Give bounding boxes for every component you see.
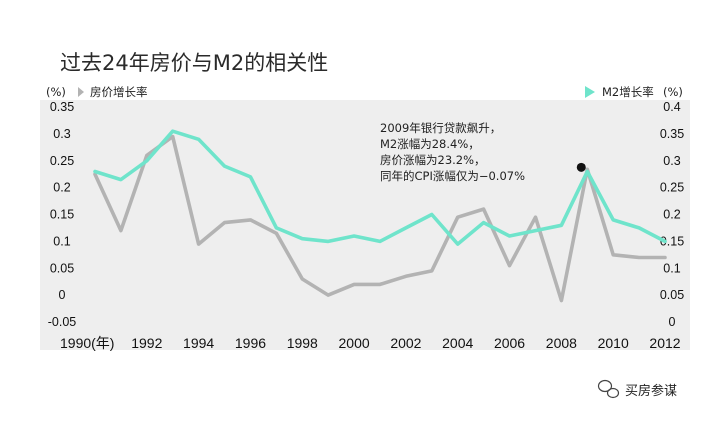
chart-title: 过去24年房价与M2的相关性 xyxy=(60,51,328,75)
x-tick-label: 1990(年) xyxy=(60,335,114,351)
left-tick-label: 0 xyxy=(59,288,66,302)
watermark-text: 买房参谋 xyxy=(625,383,677,399)
left-tick-label: 0.1 xyxy=(53,234,70,248)
left-tick-label: 0.25 xyxy=(50,154,74,168)
right-axis-ticks: 0 0.05 0.1 0.15 0.2 0.25 0.3 0.35 0.4 xyxy=(660,100,684,329)
x-axis-ticks: 1990(年) 1992 1994 1996 1998 2000 2002 2004 2006 2… xyxy=(60,335,681,351)
x-tick-label: 1998 xyxy=(287,335,318,351)
annotation-line: M2涨幅为28.4%， xyxy=(380,137,480,151)
left-series-label: 房价增长率 xyxy=(90,85,148,99)
x-tick-label: 2002 xyxy=(390,335,421,351)
annotation-line: 2009年银行贷款飙升， xyxy=(380,121,501,135)
right-axis-unit: (%) xyxy=(663,85,683,99)
x-tick-label: 2010 xyxy=(598,335,629,351)
x-tick-label: 2000 xyxy=(339,335,370,351)
x-tick-label: 1992 xyxy=(131,335,162,351)
right-tick-label: 0.4 xyxy=(663,100,680,114)
watermark: 买房参谋 xyxy=(597,379,677,399)
left-tick-label: 0.2 xyxy=(53,181,70,195)
right-tick-label: 0.05 xyxy=(660,288,684,302)
x-tick-label: 2004 xyxy=(442,335,473,351)
left-tick-label: 0.3 xyxy=(53,127,70,141)
annotation-line: 同年的CPI涨幅仅为−0.07% xyxy=(380,169,525,183)
x-tick-label: 2008 xyxy=(546,335,577,351)
left-tick-label: -0.05 xyxy=(48,315,77,329)
series-line-m2 xyxy=(93,129,667,246)
left-tick-label: 0.05 xyxy=(50,261,74,275)
left-axis-ticks: -0.05 0 0.05 0.1 0.15 0.2 0.25 0.3 0.35 xyxy=(48,100,77,329)
left-axis-unit: (%) xyxy=(46,85,66,99)
left-tick-label: 0.35 xyxy=(50,100,74,114)
right-tick-label: 0.2 xyxy=(663,208,680,222)
x-tick-label: 1996 xyxy=(235,335,266,351)
left-tick-label: 0.15 xyxy=(50,208,74,222)
right-tick-label: 0.1 xyxy=(663,261,680,275)
left-legend-arrow-icon xyxy=(78,87,84,97)
right-tick-label: 0.25 xyxy=(660,181,684,195)
series-line-house-price xyxy=(93,134,667,303)
annotation: 2009年银行贷款飙升， M2涨幅为28.4%， 房价涨幅为23.2%， 同年的… xyxy=(380,121,525,183)
plot-background-band xyxy=(40,100,690,350)
right-tick-label: 0.35 xyxy=(660,127,684,141)
right-tick-label: 0.15 xyxy=(660,234,684,248)
wechat-icon xyxy=(597,379,620,399)
right-series-label: M2增长率 xyxy=(602,85,654,99)
annotation-line: 房价涨幅为23.2%， xyxy=(380,153,486,167)
x-tick-label: 2012 xyxy=(649,335,680,351)
right-tick-label: 0 xyxy=(669,315,676,329)
highlight-point-2009 xyxy=(576,162,586,172)
right-tick-label: 0.3 xyxy=(663,154,680,168)
right-legend-arrow-icon xyxy=(585,86,595,98)
x-tick-label: 1994 xyxy=(183,335,214,351)
x-tick-label: 2006 xyxy=(494,335,525,351)
